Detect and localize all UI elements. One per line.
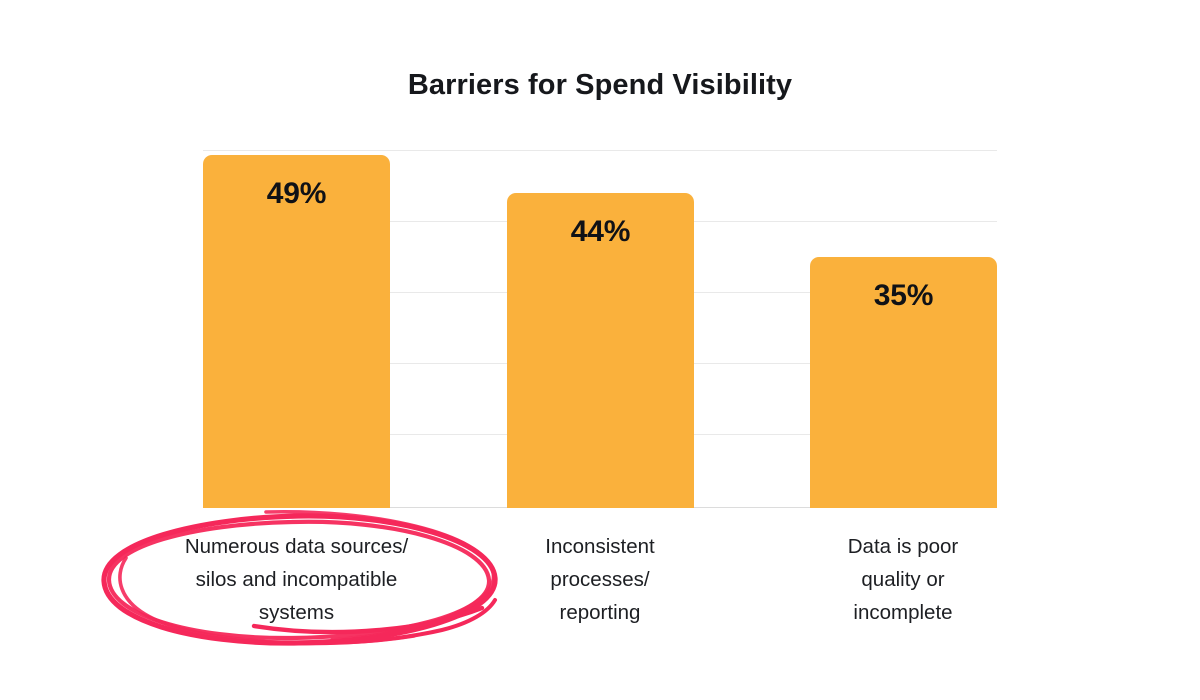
category-label-0: Numerous data sources/ silos and incompa… [184, 535, 409, 624]
gridline [203, 150, 997, 151]
bar-value-label-0: 49% [266, 177, 327, 210]
bar-0[interactable]: 49% [203, 155, 390, 508]
category-label-1: Inconsistent processes/ reporting [545, 535, 655, 624]
bar-value-label-1: 44% [570, 215, 631, 248]
bar-1[interactable]: 44% [507, 193, 694, 508]
bar-2[interactable]: 35% [810, 257, 997, 508]
bar-value-label-2: 35% [873, 279, 934, 312]
plot-area: 49% 44% 35% [203, 150, 997, 508]
category-label-2: Data is poor quality or incomplete [847, 535, 959, 624]
chart-title: Barriers for Spend Visibility [407, 69, 793, 101]
